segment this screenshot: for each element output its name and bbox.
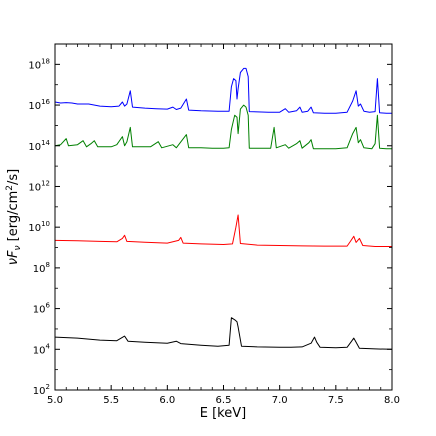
y-tick-label: 108 <box>33 261 50 275</box>
y-tick-label: 102 <box>33 383 50 397</box>
x-tick-label: 6.5 <box>216 395 232 406</box>
series-line-2 <box>54 104 392 150</box>
y-axis-label-units-a: [erg/cm <box>6 191 21 246</box>
y-axis-label-sub: ν <box>13 245 23 250</box>
y-axis-label-units-b: /s] <box>6 169 21 185</box>
y-tick-label: 1016 <box>28 98 50 112</box>
y-tick-label: 1018 <box>28 57 50 71</box>
series-line-3 <box>54 214 392 247</box>
y-tick-label: 106 <box>33 302 51 316</box>
series-line-1 <box>54 67 392 114</box>
y-axis-label-nu: ν <box>6 258 21 265</box>
x-axis-label: E [keV] <box>200 406 246 421</box>
x-axis: 5.0 5.5 6.0 6.5 7.0 7.5 8.0 <box>47 44 400 406</box>
x-tick-label: 8.0 <box>384 395 400 406</box>
x-tick-label: 6.0 <box>159 395 175 406</box>
y-axis-label: νFν [erg/cm2/s] <box>5 169 23 266</box>
x-tick-label: 7.0 <box>272 395 288 406</box>
plot-frame <box>54 43 393 391</box>
y-tick-label: 104 <box>33 342 51 356</box>
y-axis-label-f: F <box>6 250 21 258</box>
x-tick-label: 5.5 <box>103 395 119 406</box>
series-line-4 <box>54 317 393 350</box>
y-axis-label-sup: 2 <box>5 185 15 191</box>
y-tick-label: 1014 <box>28 139 50 153</box>
x-tick-label: 7.5 <box>328 395 344 406</box>
y-tick-label: 1012 <box>28 179 50 193</box>
y-axis: 102 104 106 108 1010 1012 1014 1016 1018 <box>28 43 392 397</box>
series-layer <box>54 67 393 350</box>
y-tick-label: 1010 <box>28 220 50 234</box>
x-tick-label: 5.0 <box>47 395 63 406</box>
